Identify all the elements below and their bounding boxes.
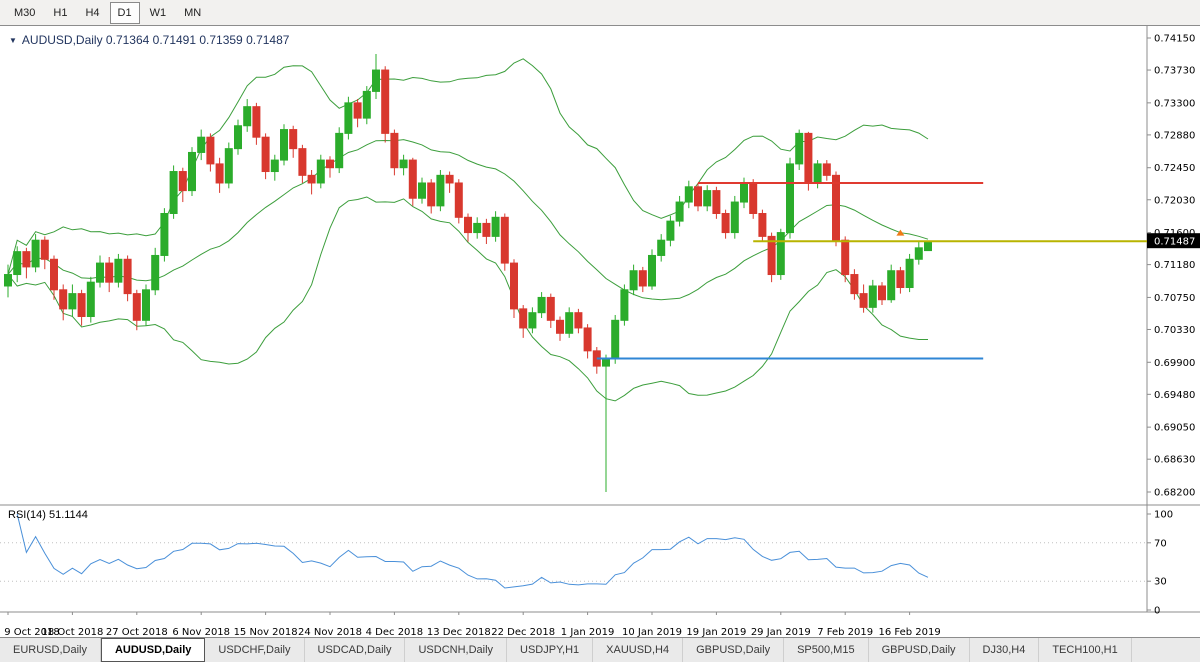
svg-text:0.72880: 0.72880 [1154,130,1195,141]
chart-tab-usdcnh-daily[interactable]: USDCNH,Daily [405,638,508,662]
svg-text:24 Nov 2018: 24 Nov 2018 [298,627,362,637]
svg-text:0.71487: 0.71487 [1154,237,1195,248]
svg-text:29 Jan 2019: 29 Jan 2019 [751,627,811,637]
chart-tab-xauusd-h4[interactable]: XAUUSD,H4 [593,638,684,662]
svg-text:0.73730: 0.73730 [1154,66,1195,77]
timeframe-button-m30[interactable]: M30 [6,2,43,24]
chart-tab-sp500-m15[interactable]: SP500,M15 [784,638,869,662]
candlestick-series [4,54,932,492]
svg-text:13 Dec 2018: 13 Dec 2018 [427,627,491,637]
chart-tab-usdchf-daily[interactable]: USDCHF,Daily [205,638,305,662]
chart-tab-audusd-daily[interactable]: AUDUSD,Daily [100,638,206,662]
svg-text:30: 30 [1154,577,1167,588]
chart-tab-gbpusd-daily-2[interactable]: GBPUSD,Daily [869,638,970,662]
svg-text:18 Oct 2018: 18 Oct 2018 [41,627,103,637]
svg-text:15 Nov 2018: 15 Nov 2018 [234,627,298,637]
timeframe-button-h1[interactable]: H1 [45,2,75,24]
svg-text:0.68200: 0.68200 [1154,488,1195,499]
chart-tab-eurusd-daily[interactable]: EURUSD,Daily [0,638,101,662]
svg-text:22 Dec 2018: 22 Dec 2018 [491,627,555,637]
svg-text:0.72450: 0.72450 [1154,163,1195,174]
svg-text:16 Feb 2019: 16 Feb 2019 [878,627,940,637]
chart-tab-gbpusd-daily[interactable]: GBPUSD,Daily [683,638,785,662]
collapse-triangle-icon[interactable]: ▼ [9,35,17,45]
svg-text:0: 0 [1154,606,1160,617]
chart-tab-dj30-h4[interactable]: DJ30,H4 [970,638,1040,662]
svg-text:0.71180: 0.71180 [1154,260,1195,271]
svg-text:6 Nov 2018: 6 Nov 2018 [172,627,230,637]
svg-text:27 Oct 2018: 27 Oct 2018 [106,627,168,637]
timeframe-button-h4[interactable]: H4 [77,2,107,24]
svg-text:9 Oct 2018: 9 Oct 2018 [4,627,59,637]
horizontal-line-objects [596,181,1147,360]
timeframe-button-mn[interactable]: MN [176,2,209,24]
svg-text:100: 100 [1154,510,1173,521]
chart-tab-usdcad-daily[interactable]: USDCAD,Daily [305,638,406,662]
rsi-scale: 100 70 30 0 [1147,510,1173,617]
timeframe-button-d1[interactable]: D1 [109,1,140,24]
chart-tab-usdjpy-h1[interactable]: USDJPY,H1 [507,638,594,662]
svg-text:4 Dec 2018: 4 Dec 2018 [366,627,424,637]
svg-text:0.69480: 0.69480 [1154,390,1195,401]
chart-tab-tech100-h1[interactable]: TECH100,H1 [1039,638,1132,662]
rsi-level-lines [0,542,1147,582]
svg-text:0.70330: 0.70330 [1154,325,1195,336]
svg-text:7 Feb 2019: 7 Feb 2019 [817,627,873,637]
svg-text:10 Jan 2019: 10 Jan 2019 [622,627,682,637]
rsi-line [16,513,929,589]
timeframe-toolbar: M30 H1 H4 D1 W1 MN [0,0,1200,26]
svg-text:1 Jan 2019: 1 Jan 2019 [561,627,615,637]
signal-arrow-icon[interactable] [896,229,905,236]
svg-text:0.70750: 0.70750 [1154,293,1195,304]
current-price-badge: 0.71487 [1147,233,1200,249]
svg-text:19 Jan 2019: 19 Jan 2019 [686,627,746,637]
svg-text:0.68630: 0.68630 [1154,455,1195,466]
svg-text:0.69900: 0.69900 [1154,358,1195,369]
svg-text:0.74150: 0.74150 [1154,34,1195,45]
svg-text:0.69050: 0.69050 [1154,423,1195,434]
chart-window: 0.74150 0.73730 0.73300 0.72880 0.72450 0.720… [0,26,1200,637]
price-axis: 0.74150 0.73730 0.73300 0.72880 0.72450 0.720… [1147,34,1195,499]
timeframe-button-w1[interactable]: W1 [142,2,175,24]
svg-text:0.73300: 0.73300 [1154,98,1195,109]
svg-text:70: 70 [1154,538,1167,549]
price-chart-canvas[interactable]: 0.74150 0.73730 0.73300 0.72880 0.72450 0.720… [0,26,1200,637]
svg-text:0.72030: 0.72030 [1154,195,1195,206]
chart-tab-bar: EURUSD,Daily AUDUSD,Daily USDCHF,Daily USDC… [0,637,1200,662]
